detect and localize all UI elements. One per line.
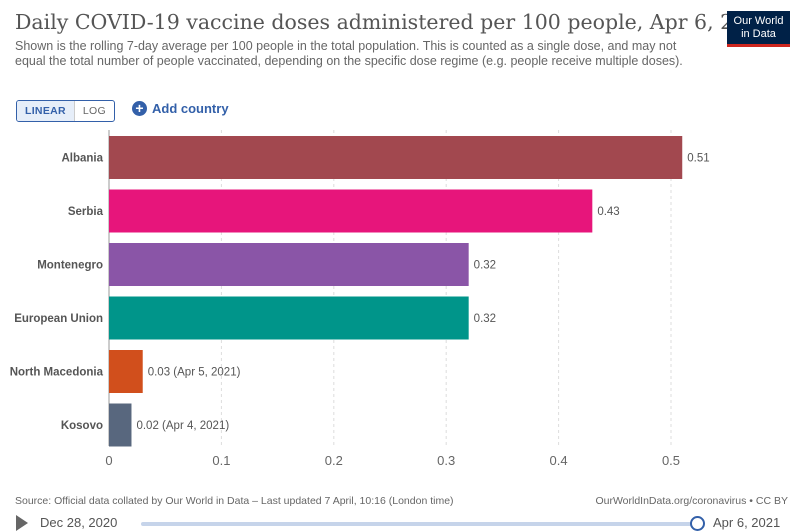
category-label: Albania [61,153,103,165]
source-url[interactable]: OurWorldInData.org/coronavirus • CC BY [595,495,788,507]
owid-logo[interactable]: Our World in Data [727,11,790,47]
data-label: 0.32 [474,313,496,325]
scale-toggle: LINEAR LOG [16,100,115,122]
data-label: 0.03 (Apr 5, 2021) [148,367,241,379]
chart-title: Daily COVID-19 vaccine doses administere… [15,10,773,34]
category-label: Serbia [68,206,104,218]
x-tick-label: 0.2 [325,453,343,468]
logo-line-1: Our World [733,15,784,27]
play-icon[interactable] [16,515,28,531]
x-tick-label: 0.3 [437,453,455,468]
chart-subtitle: Shown is the rolling 7-day average per 1… [15,39,683,68]
log-scale-button[interactable]: LOG [73,101,114,121]
bar [109,189,593,233]
category-label: Montenegro [37,260,103,272]
logo-line-2: in Data [741,28,776,40]
bar [109,350,143,393]
x-tick-label: 0 [105,453,112,468]
category-label: North Macedonia [10,367,104,379]
source-note: Source: Official data collated by Our Wo… [15,495,454,507]
add-country-label: Add country [152,101,229,116]
plus-circle-icon: + [132,101,147,116]
timeline-track[interactable] [141,522,697,526]
bar [109,243,469,286]
add-country-button[interactable]: + Add country [132,101,229,116]
x-tick-label: 0.5 [662,453,680,468]
timeline-handle[interactable] [690,516,705,531]
data-label: 0.02 (Apr 4, 2021) [136,420,229,432]
timeline-slider: Dec 28, 2020 Apr 6, 2021 [0,512,800,531]
bar-chart: 0 0.1 0.2 0.3 0.4 0.5 Albania 0.51 Serbia 0.43 Mon… [10,130,710,468]
category-label: Kosovo [61,420,103,432]
bar [109,136,683,179]
bar [109,296,469,340]
timeline-start-label: Dec 28, 2020 [40,515,118,530]
data-label: 0.43 [597,206,619,218]
timeline-end-label: Apr 6, 2021 [713,515,781,530]
x-tick-label: 0.4 [550,453,568,468]
linear-scale-button[interactable]: LINEAR [17,101,74,121]
data-label: 0.32 [474,260,496,272]
bar [109,403,132,447]
category-label: European Union [14,313,103,325]
x-tick-label: 0.1 [212,453,230,468]
data-label: 0.51 [687,153,709,165]
